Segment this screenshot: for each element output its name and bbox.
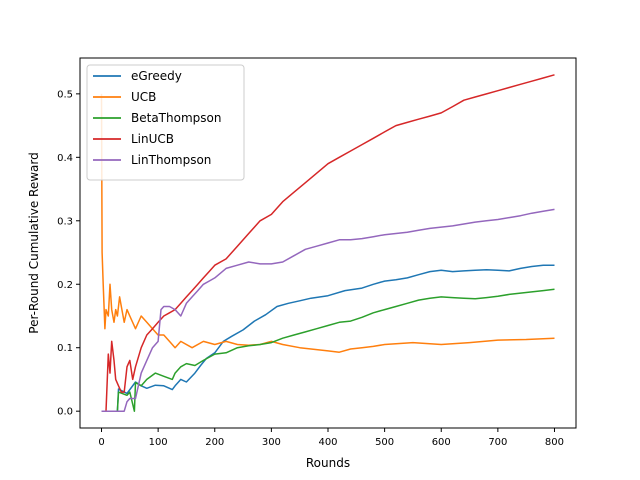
x-tick-label: 500 <box>375 437 394 448</box>
y-tick-label: 0.2 <box>57 280 73 291</box>
legend-label: eGreedy <box>131 69 182 83</box>
series-line-linucb <box>101 74 555 412</box>
x-tick-label: 400 <box>318 437 337 448</box>
y-axis-label: Per-Round Cumulative Reward <box>27 152 41 333</box>
y-tick-label: 0.4 <box>57 153 73 164</box>
x-tick-label: 300 <box>262 437 281 448</box>
x-tick-label: 800 <box>545 437 564 448</box>
y-tick-label: 0.0 <box>57 407 73 418</box>
x-tick-label: 100 <box>149 437 168 448</box>
series-line-ucb <box>100 93 555 353</box>
y-axis: 0.0 0.1 0.2 0.3 0.4 0.5 <box>57 89 80 418</box>
series-line-linthompson <box>101 208 555 412</box>
x-axis: 0 100 200 300 400 500 600 700 800 <box>98 428 564 448</box>
y-tick-label: 0.1 <box>57 343 73 354</box>
legend-label: LinUCB <box>131 132 174 146</box>
x-tick-label: 600 <box>432 437 451 448</box>
legend: eGreedy UCB BetaThompson LinUCB LinThompson <box>86 64 245 181</box>
legend-frame <box>86 64 245 181</box>
x-tick-label: 700 <box>488 437 507 448</box>
series-line-betathompson <box>101 288 555 412</box>
series-line-egreedy <box>101 264 555 412</box>
legend-label: LinThompson <box>131 153 211 167</box>
x-tick-label: 200 <box>205 437 224 448</box>
legend-label: BetaThompson <box>131 111 221 125</box>
y-tick-label: 0.5 <box>57 89 73 100</box>
x-tick-label: 0 <box>98 437 104 448</box>
legend-label: UCB <box>131 90 156 104</box>
series-layer <box>100 74 555 412</box>
y-tick-label: 0.3 <box>57 216 73 227</box>
x-axis-label: Rounds <box>306 456 350 470</box>
